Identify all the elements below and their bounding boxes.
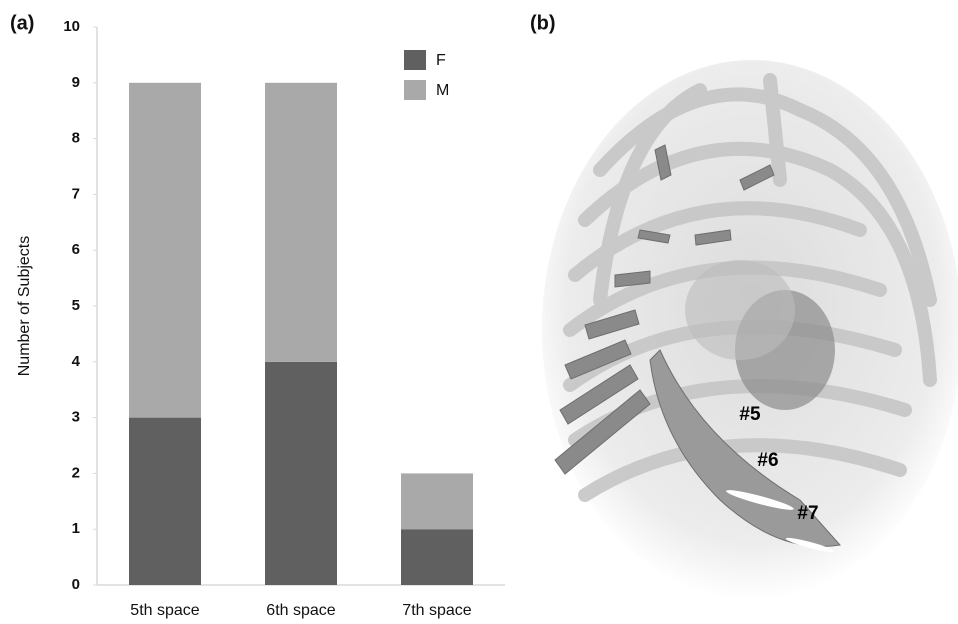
y-tick-label: 4 bbox=[72, 353, 81, 370]
x-tick-label: 7th space bbox=[402, 602, 471, 619]
y-tick-label: 6 bbox=[72, 241, 80, 258]
y-tick-label: 7 bbox=[72, 185, 80, 202]
legend-label: F bbox=[436, 52, 446, 69]
bar-segment bbox=[265, 362, 337, 585]
bar-segment bbox=[401, 529, 473, 585]
panel-label: (b) bbox=[530, 12, 556, 34]
y-tick-label: 0 bbox=[72, 576, 80, 593]
bar-segment bbox=[129, 83, 201, 418]
annotation: #6 bbox=[757, 450, 778, 471]
y-tick-label: 9 bbox=[72, 74, 80, 91]
page: {"chart_data": {"type": "stacked_bar", "… bbox=[0, 0, 958, 624]
legend-swatch bbox=[404, 50, 426, 70]
bar-segment bbox=[401, 473, 473, 529]
y-tick-label: 10 bbox=[63, 18, 80, 35]
legend-label: M bbox=[436, 82, 449, 99]
y-tick-label: 3 bbox=[72, 409, 80, 426]
x-tick-label: 6th space bbox=[266, 602, 335, 619]
y-tick-label: 1 bbox=[72, 520, 80, 537]
x-tick-label: 5th space bbox=[130, 602, 199, 619]
y-tick-label: 2 bbox=[72, 464, 80, 481]
y-tick-label: 5 bbox=[72, 297, 80, 314]
bar-segment bbox=[129, 418, 201, 585]
annotation: #5 bbox=[739, 404, 761, 425]
rib-cage-illustration bbox=[542, 60, 958, 600]
legend-swatch bbox=[404, 80, 426, 100]
figure: (a) (b) Number of Subjects bbox=[0, 0, 958, 624]
annotation: #7 bbox=[797, 503, 818, 524]
panel-label: (a) bbox=[10, 12, 34, 34]
y-tick-label: 8 bbox=[72, 130, 80, 147]
y-axis-label: Number of Subjects bbox=[16, 236, 33, 377]
bar-segment bbox=[265, 83, 337, 362]
